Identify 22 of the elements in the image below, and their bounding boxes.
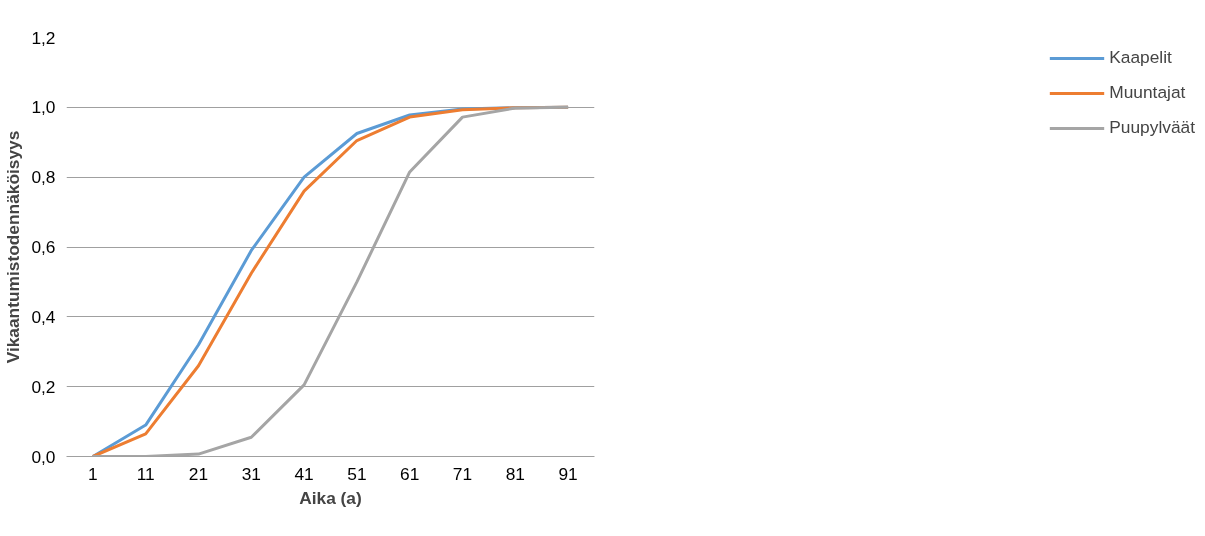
x-tick-label: 81 xyxy=(505,463,525,484)
y-tick-label: 1,2 xyxy=(31,27,56,48)
y-tick-label: 0,8 xyxy=(31,167,56,188)
x-tick-label: 21 xyxy=(188,463,209,484)
y-tick-label: 0,4 xyxy=(31,306,56,327)
x-tick-label: 31 xyxy=(241,463,261,484)
y-tick-label: 0,0 xyxy=(31,446,56,467)
legend-label: Muuntajat xyxy=(1109,82,1186,103)
y-tick-label: 1,0 xyxy=(31,97,56,118)
legend-label: Kaapelit xyxy=(1109,47,1172,68)
y-tick-label: 0,2 xyxy=(31,376,56,397)
x-tick-label: 61 xyxy=(400,463,420,484)
x-tick-label: 11 xyxy=(136,463,155,484)
y-axis-title: Vikaantumistodennäköisyys xyxy=(3,130,24,364)
y-tick-label: 0,6 xyxy=(31,237,56,257)
legend-label: Puupylväät xyxy=(1109,117,1195,138)
x-tick-label: 91 xyxy=(558,463,578,484)
x-tick-label: 1 xyxy=(88,463,98,484)
x-axis-title: Aika (a) xyxy=(299,487,362,508)
x-tick-label: 41 xyxy=(294,463,314,484)
x-tick-label: 51 xyxy=(347,463,367,484)
x-tick-label: 71 xyxy=(452,463,473,484)
